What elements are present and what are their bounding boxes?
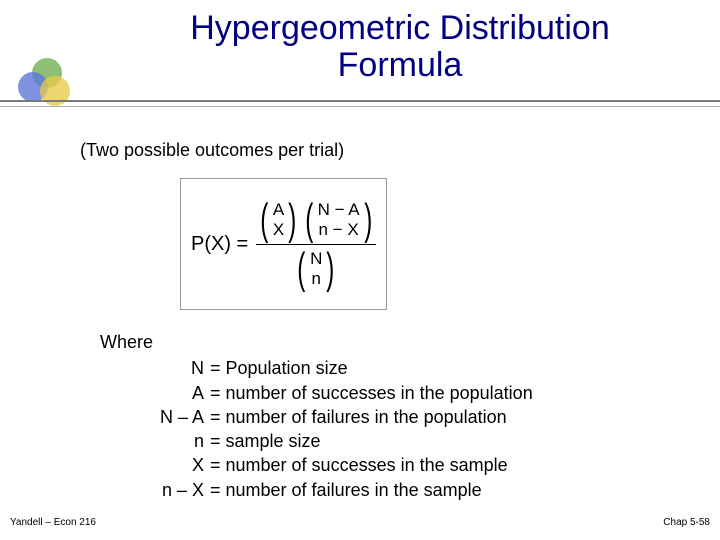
header: Hypergeometric Distribution Formula: [0, 0, 720, 110]
definitions-list: N= Population sizeA= number of successes…: [100, 356, 533, 502]
where-block: Where N= Population sizeA= number of suc…: [100, 330, 533, 502]
definition-text: = sample size: [210, 429, 321, 453]
definition-text: = number of failures in the sample: [210, 478, 482, 502]
page-title: Hypergeometric Distribution Formula: [100, 10, 700, 85]
definition-symbol: n – X: [100, 478, 210, 502]
paren-open: (: [261, 198, 269, 242]
definition-row: A= number of successes in the population: [100, 381, 533, 405]
title-line-2: Formula: [338, 46, 463, 84]
fraction-line: [256, 244, 376, 245]
formula-fraction: ( A X ) ( N − A n − X ) ( N: [256, 198, 376, 291]
definition-symbol: n: [100, 429, 210, 453]
binom-na-nx: ( N − A n − X ): [302, 198, 375, 242]
definition-text: = number of failures in the population: [210, 405, 507, 429]
binom-top: A: [273, 200, 284, 220]
divider-bottom: [0, 106, 720, 107]
definition-symbol: N: [100, 356, 210, 380]
definition-row: n – X= number of failures in the sample: [100, 478, 533, 502]
definition-text: = Population size: [210, 356, 348, 380]
formula-box: P(X) = ( A X ) ( N − A n − X ): [180, 178, 387, 310]
footer-left: Yandell – Econ 216: [10, 517, 96, 528]
binom-a-x: ( A X ): [257, 198, 300, 242]
binom-top: N − A: [318, 200, 360, 220]
footer-right: Chap 5-58: [663, 517, 710, 528]
formula-lhs: P(X) =: [191, 233, 248, 256]
definition-symbol: N – A: [100, 405, 210, 429]
definition-text: = number of successes in the sample: [210, 453, 508, 477]
binom-top: N: [310, 249, 322, 269]
binom-bot: n: [312, 269, 321, 289]
title-line-1: Hypergeometric Distribution: [190, 9, 610, 47]
fraction-numerator: ( A X ) ( N − A n − X ): [256, 198, 376, 242]
definition-row: n= sample size: [100, 429, 533, 453]
divider-top: [0, 100, 720, 102]
fraction-denominator: ( N n ): [293, 247, 339, 291]
paren-open: (: [298, 247, 306, 291]
definition-row: N – A= number of failures in the populat…: [100, 405, 533, 429]
paren-close: ): [289, 198, 297, 242]
logo-circles: [18, 54, 78, 106]
where-label: Where: [100, 330, 533, 354]
subtitle: (Two possible outcomes per trial): [80, 140, 344, 161]
paren-close: ): [364, 198, 372, 242]
definition-symbol: A: [100, 381, 210, 405]
definition-symbol: X: [100, 453, 210, 477]
binom-n-n: ( N n ): [294, 247, 338, 291]
definition-text: = number of successes in the population: [210, 381, 533, 405]
definition-row: N= Population size: [100, 356, 533, 380]
definition-row: X= number of successes in the sample: [100, 453, 533, 477]
binom-bot: n − X: [319, 220, 359, 240]
paren-open: (: [305, 198, 313, 242]
paren-close: ): [327, 247, 335, 291]
binom-bot: X: [273, 220, 284, 240]
